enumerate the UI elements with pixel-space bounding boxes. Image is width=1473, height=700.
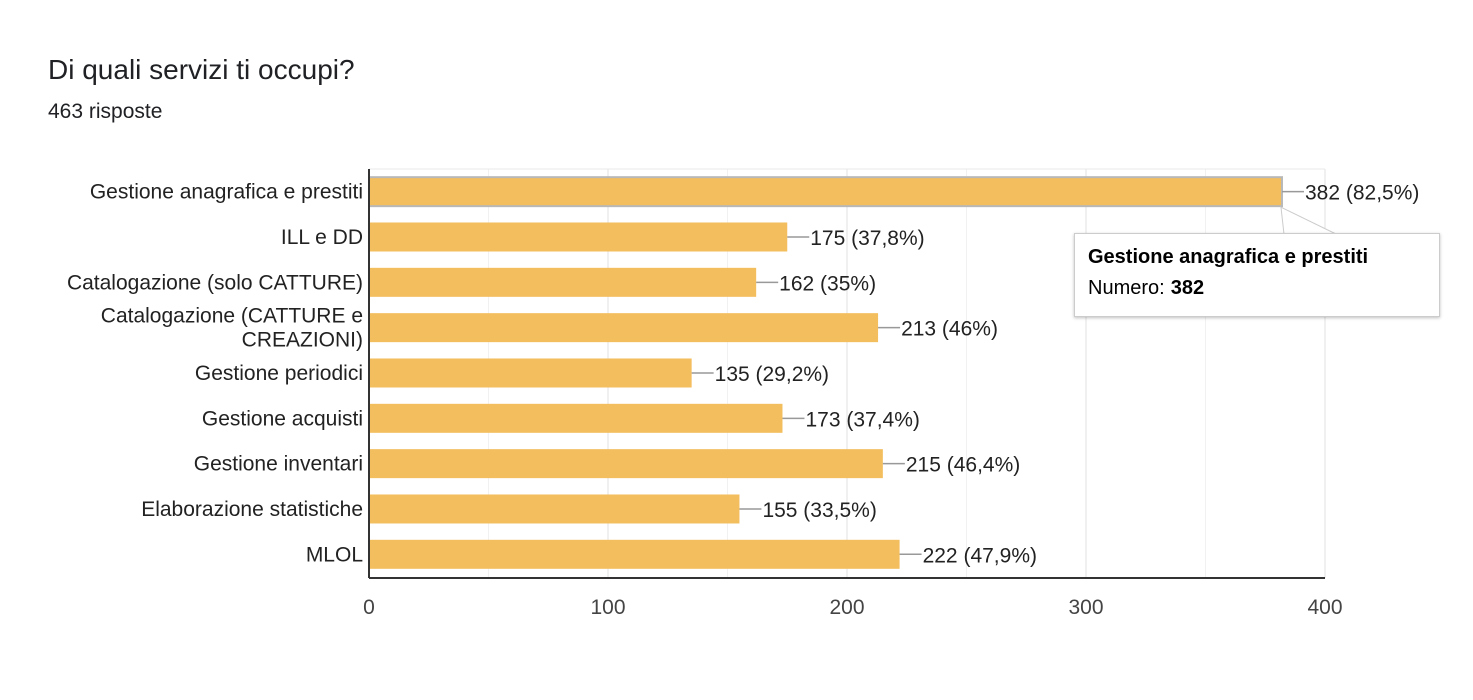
category-label: Gestione acquisti xyxy=(202,407,363,430)
bar xyxy=(369,267,757,297)
tooltip-title: Gestione anagrafica e prestiti xyxy=(1088,246,1369,268)
data-label: 215 (46,4%) xyxy=(906,454,1020,477)
tooltip-value: 382 xyxy=(1170,277,1205,299)
response-count: 463 risposte xyxy=(48,100,163,123)
x-tick-label: 200 xyxy=(829,596,864,619)
chart-title: Di quali servizi ti occupi? xyxy=(48,54,355,85)
x-tick-label: 400 xyxy=(1307,596,1342,619)
tooltip: Gestione anagrafica e prestiti Numero: 38… xyxy=(1074,233,1440,317)
category-label: MLOL xyxy=(306,543,363,566)
data-label: 135 (29,2%) xyxy=(715,363,829,386)
x-tick-label: 0 xyxy=(363,596,375,619)
data-label: 162 (35%) xyxy=(779,272,876,295)
category-label: Gestione periodici xyxy=(195,362,363,385)
bar xyxy=(369,222,788,252)
axes xyxy=(368,169,1325,579)
x-tick-label: 300 xyxy=(1068,596,1103,619)
bar xyxy=(369,313,879,343)
data-label: 382 (82,5%) xyxy=(1305,182,1419,205)
bars xyxy=(368,176,1283,569)
category-label: Elaborazione statistiche xyxy=(141,498,363,521)
category-label: CREAZIONI) xyxy=(242,329,363,352)
data-label: 173 (37,4%) xyxy=(805,408,919,431)
data-label: 213 (46%) xyxy=(901,318,998,341)
category-label: ILL e DD xyxy=(281,226,363,249)
bar xyxy=(369,358,692,388)
bar xyxy=(369,403,783,433)
bar xyxy=(369,494,740,524)
category-label: Catalogazione (CATTURE e xyxy=(101,305,363,328)
bar xyxy=(369,539,900,569)
x-tick-label: 100 xyxy=(590,596,625,619)
tooltip-pointer xyxy=(1280,206,1337,235)
labels: 382 (82,5%) Gestione anagrafica e prestit… xyxy=(67,181,1419,619)
data-label: 175 (37,8%) xyxy=(810,227,924,250)
tooltip-line: Numero: 382 xyxy=(1088,277,1439,300)
data-label: 155 (33,5%) xyxy=(762,499,876,522)
category-label: Catalogazione (solo CATTURE) xyxy=(67,271,363,294)
category-label: Gestione anagrafica e prestiti xyxy=(90,181,363,204)
bar xyxy=(368,176,1283,208)
data-label: 222 (47,9%) xyxy=(923,544,1037,567)
tooltip-label: Numero: xyxy=(1088,277,1165,299)
category-label: Gestione inventari xyxy=(194,453,363,476)
bar xyxy=(369,449,883,479)
